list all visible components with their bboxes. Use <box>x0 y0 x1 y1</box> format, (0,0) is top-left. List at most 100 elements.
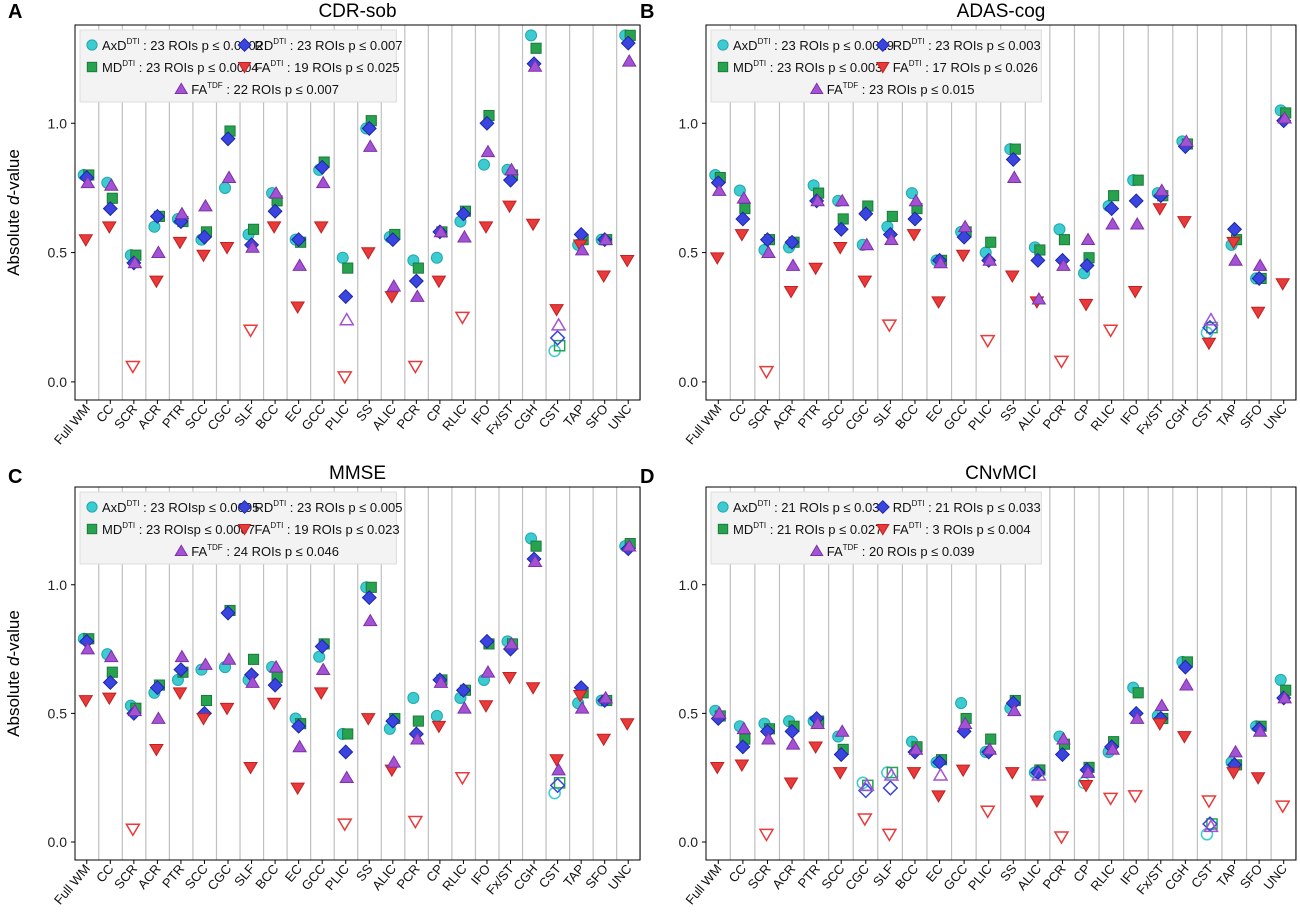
point-FA-GCC <box>313 687 329 700</box>
x-tick-label: UNC <box>1260 401 1290 432</box>
point-MD-PLIC <box>985 236 997 248</box>
point-FATDF-IFO <box>480 144 496 158</box>
legend-label-superscript: DTI <box>909 521 922 530</box>
legend-marker-AxD <box>717 39 729 51</box>
point-FATDF-SCC <box>198 198 213 212</box>
point-RD-CC <box>102 201 118 217</box>
legend-label-superscript: DTI <box>273 499 286 508</box>
point-FA-TAP <box>1226 236 1241 250</box>
x-tick-label: Full WM <box>51 861 93 907</box>
point-FA-CP <box>431 275 447 289</box>
y-tick-label: 0.0 <box>48 374 68 390</box>
point-FATDF-CGH <box>527 554 543 567</box>
point-RD-PCR <box>408 273 424 289</box>
point-FA-CGC <box>219 242 235 255</box>
legend-marker-FATDF <box>809 82 824 94</box>
point-RD-IFO <box>1128 193 1144 209</box>
x-tick-label: ACR <box>769 861 798 892</box>
y-tick-label: 0.0 <box>679 834 699 850</box>
legend-label-text: : 3 ROIs <box>922 522 977 537</box>
point-FATDF-Full WM <box>711 183 727 196</box>
x-tick-label: GCC <box>298 861 328 893</box>
plot-frame <box>74 486 641 861</box>
point-FA-CGH <box>525 218 541 232</box>
point-RD-CP <box>1079 257 1095 274</box>
legend-marker-AxD <box>86 39 98 51</box>
legend-label-base: AxD <box>102 38 127 53</box>
point-RD-CGC <box>858 206 874 222</box>
point-FA-RLIC <box>1102 324 1119 338</box>
legend-label-base: FA <box>191 82 207 97</box>
point-MD-SLF <box>247 653 260 665</box>
legend-label-superscript: DTI <box>912 37 925 46</box>
x-tick-label: TAP <box>1214 401 1241 429</box>
x-tick-label: PLIC <box>322 861 352 893</box>
legend-label-base: FA <box>191 544 207 559</box>
x-tick-label: CST <box>1188 861 1216 891</box>
legend-label-RD: RDDTI : 23 ROIs p ≤ 0.005 <box>255 499 403 515</box>
legend-label-superscript: DTI <box>912 499 925 508</box>
point-FATDF-SS <box>1006 703 1022 717</box>
point-FATDF-SS <box>362 613 378 627</box>
point-FATDF-EC <box>292 258 308 271</box>
point-AxD-GCC <box>955 697 968 710</box>
legend-label-text: : 23 ROIs <box>770 38 832 53</box>
x-tick-label: SFO <box>1237 861 1266 891</box>
legend-label-text: : 21 ROIs <box>766 522 828 537</box>
point-FA-IFO <box>478 221 494 234</box>
point-RD-CGC <box>220 131 236 147</box>
legend: AxDDTI : 21 ROIs p ≤ 0.038 RDDTI : 21 ROI… <box>710 491 1042 565</box>
point-FATDF-CC <box>103 649 119 663</box>
point-AxD-PLIC <box>336 251 349 264</box>
point-FATDF-SCR <box>761 731 776 745</box>
x-tick-label: TAP <box>560 861 587 889</box>
point-FA-SLF <box>881 828 898 842</box>
point-RD-GCC <box>956 229 972 245</box>
point-FATDF-Fx/ST <box>1154 183 1170 196</box>
point-FATDF-PTR <box>810 716 825 730</box>
point-FATDF-PLIC <box>338 312 355 326</box>
x-tick-label: PTR <box>795 861 823 891</box>
legend-label-superscript: DTI <box>753 521 766 530</box>
point-FA-EC <box>290 301 306 315</box>
x-tick-label: ALIC <box>1014 401 1044 433</box>
x-tick-label: PTR <box>159 401 187 431</box>
point-MD-SCC <box>837 213 849 225</box>
legend-label-stat: p ≤ 0.003 <box>987 38 1041 53</box>
point-FA-SCR <box>125 823 141 837</box>
legend-label-stat: p ≤ 0.007 <box>348 38 402 53</box>
point-FATDF-IFO <box>1129 711 1145 724</box>
point-FA-PCR <box>1053 831 1070 845</box>
x-tick-label: UNC <box>605 861 635 892</box>
legend-label-stat: p ≤ 0.039 <box>920 544 974 559</box>
legend-label-stat: p ≤ 0.033 <box>987 500 1041 515</box>
point-FA-PCR <box>1053 355 1070 369</box>
point-FA-SFO <box>596 270 612 284</box>
legend-label-stat: p ≤ 0.027 <box>828 522 882 537</box>
legend-label-text: : 23 ROIs <box>135 522 194 537</box>
legend-label-text: : 23 ROIs <box>858 82 920 97</box>
point-FA-UNC <box>1274 800 1291 814</box>
point-FATDF-PTR <box>174 206 190 220</box>
point-FATDF-Full WM <box>80 641 96 655</box>
point-FATDF-IFO <box>480 665 496 678</box>
point-FA-PLIC <box>979 805 996 819</box>
point-FA-Full WM <box>78 695 94 708</box>
legend-marker-RD <box>237 499 252 515</box>
legend-label-stat: p ≤ 0.004 <box>977 522 1031 537</box>
point-FA-UNC <box>619 718 635 731</box>
point-AxD-UNC <box>1274 673 1287 686</box>
point-FA-CST <box>549 304 564 317</box>
point-FATDF-PLIC <box>339 770 355 784</box>
x-tick-label: BCC <box>252 861 281 892</box>
point-FATDF-SS <box>362 139 378 152</box>
point-AxD-IFO <box>477 158 491 171</box>
x-tick-label: CGH <box>1162 861 1192 893</box>
point-AxD-PCR <box>1053 223 1066 236</box>
point-FATDF-SFO <box>598 232 614 246</box>
point-MD-PLIC <box>342 262 354 274</box>
point-MD-CGH <box>530 42 542 54</box>
